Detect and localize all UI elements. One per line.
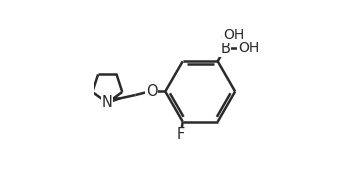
Text: OH: OH <box>238 41 259 55</box>
Text: O: O <box>146 84 157 99</box>
Text: OH: OH <box>223 28 244 42</box>
Text: B: B <box>220 41 230 56</box>
Text: F: F <box>177 127 185 142</box>
Text: N: N <box>102 95 113 110</box>
